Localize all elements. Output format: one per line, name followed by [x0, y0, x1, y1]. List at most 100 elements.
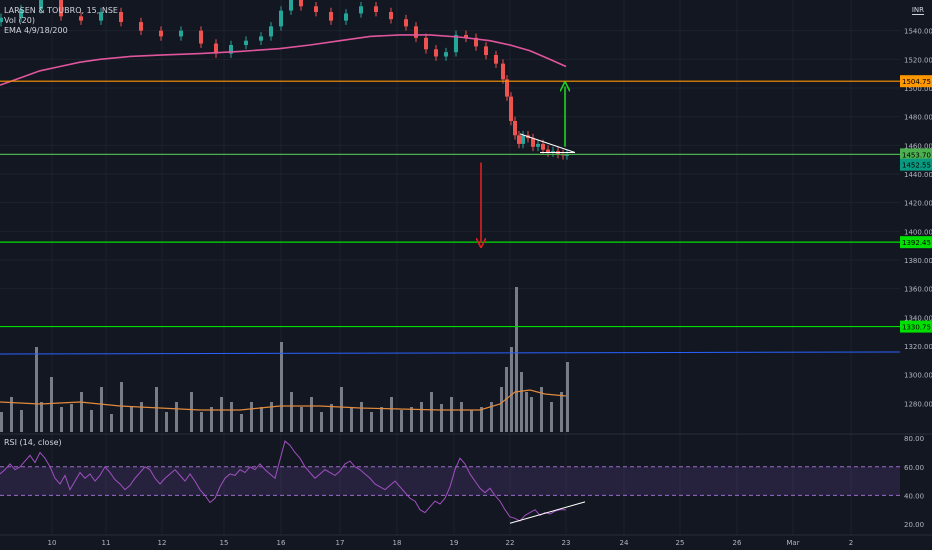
volume-bar — [510, 347, 513, 432]
rsi-tick-label: 80.00 — [904, 435, 924, 443]
volume-bar — [480, 407, 483, 432]
volume-bar — [210, 407, 213, 432]
candle-body — [99, 12, 103, 21]
candle-body — [19, 9, 23, 18]
price-tick-label: 1500.00 — [904, 85, 932, 93]
price-tick-label: 1300.00 — [904, 372, 932, 380]
candle-body — [0, 17, 3, 23]
price-tick-label: 1400.00 — [904, 228, 932, 236]
time-tick-label: 10 — [48, 539, 57, 547]
rsi-indicator-label[interactable]: RSI (14, close) — [4, 438, 62, 447]
volume-bar — [400, 410, 403, 432]
volume-bar — [10, 397, 13, 432]
ema-indicator-label[interactable]: EMA 4/9/18/200 — [4, 26, 68, 35]
candle-body — [359, 6, 363, 14]
price-tick-label: 1280.00 — [904, 400, 932, 408]
volume-bar — [420, 402, 423, 432]
volume-bar — [140, 402, 143, 432]
grid — [0, 0, 900, 535]
volume-bar — [70, 404, 73, 432]
volume-bar — [290, 392, 293, 432]
time-tick-label: 18 — [393, 539, 402, 547]
volume-bar — [155, 387, 158, 432]
price-tick-label: 1380.00 — [904, 257, 932, 265]
candle-body — [546, 149, 550, 153]
level-label-bg — [900, 158, 932, 171]
volume-bar — [320, 412, 323, 432]
volume-bar — [550, 402, 553, 432]
volume-bar — [20, 410, 23, 432]
candle-body — [269, 26, 273, 37]
volume-bar — [165, 412, 168, 432]
volume-bar — [560, 392, 563, 432]
volume-bar — [566, 362, 569, 432]
candle-body — [389, 12, 393, 20]
volume-bar — [310, 397, 313, 432]
volume-bar — [120, 382, 123, 432]
time-tick-label: 22 — [506, 539, 515, 547]
rsi-trendline — [509, 501, 586, 524]
candle-body — [474, 37, 478, 47]
symbol-title[interactable]: LARSEN & TOUBRO, 15, NSE — [4, 6, 118, 15]
volume-bar — [80, 392, 83, 432]
candle-body — [494, 55, 498, 64]
price-tick-label: 1520.00 — [904, 56, 932, 64]
candle-body — [565, 154, 569, 156]
volume-bar — [250, 402, 253, 432]
volume-bar — [175, 402, 178, 432]
volume-bar — [525, 392, 528, 432]
rsi-line — [0, 440, 566, 522]
rsi-line — [0, 440, 586, 524]
volume-bar — [350, 407, 353, 432]
candle-body — [521, 135, 525, 144]
level-label-text: 1392.45 — [902, 239, 931, 247]
time-tick-label: 25 — [676, 539, 685, 547]
candle-body — [244, 40, 248, 45]
panel-separators — [0, 433, 932, 536]
time-tick-label: 24 — [620, 539, 629, 547]
rsi-tick-label: 20.00 — [904, 521, 924, 529]
volume-ma-line — [0, 389, 567, 411]
volume-bar — [330, 404, 333, 432]
horizontal-levels[interactable] — [0, 80, 900, 328]
volume-bar — [520, 372, 523, 432]
volume-bar — [230, 402, 233, 432]
volume-indicator-label[interactable]: Vol (20) — [4, 16, 35, 25]
volume-bar — [260, 407, 263, 432]
time-tick-label: 12 — [158, 539, 167, 547]
volume-bar — [450, 397, 453, 432]
candle-body — [374, 6, 378, 13]
volume-bar — [540, 387, 543, 432]
time-tick-label: 16 — [277, 539, 286, 547]
axes: 1360.00 1380.00 1400.00 1420.00 1440.00 1460.… — [48, 28, 932, 547]
level-label-bg — [900, 75, 932, 88]
candle-body — [79, 16, 83, 21]
candle-body — [505, 79, 509, 97]
currency-label: INR — [911, 6, 924, 14]
volume-bar — [100, 387, 103, 432]
level-label-bg — [900, 148, 932, 161]
volume-bar — [240, 414, 243, 432]
candle-body — [344, 13, 348, 21]
volume-bar — [360, 402, 363, 432]
candle-body — [139, 22, 143, 31]
time-tick-label: 19 — [450, 539, 459, 547]
candle-body — [464, 34, 468, 38]
candle-body — [414, 26, 418, 38]
time-tick-label: 15 — [220, 539, 229, 547]
candle-body — [289, 0, 293, 11]
volume-bar — [500, 387, 503, 432]
ema-200-line — [0, 34, 567, 86]
time-tick-label: 2 — [849, 539, 853, 547]
price-tick-label: 1420.00 — [904, 200, 932, 208]
time-tick-label: Mar — [786, 539, 799, 547]
candle-body — [501, 63, 505, 80]
currency-icon — [912, 14, 924, 19]
price-tick-label: 1540.00 — [904, 28, 932, 36]
candle-body — [59, 0, 63, 17]
volume-bar — [130, 407, 133, 432]
candle-body — [541, 143, 545, 150]
drawings[interactable] — [481, 87, 576, 243]
chart-legend: LARSEN & TOUBRO, 15, NSE Vol (20) EMA 4/… — [4, 6, 118, 36]
